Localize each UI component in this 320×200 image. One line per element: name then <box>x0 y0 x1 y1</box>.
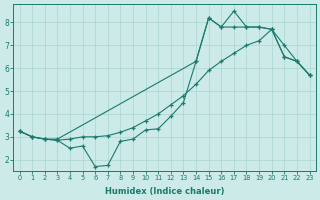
X-axis label: Humidex (Indice chaleur): Humidex (Indice chaleur) <box>105 187 224 196</box>
